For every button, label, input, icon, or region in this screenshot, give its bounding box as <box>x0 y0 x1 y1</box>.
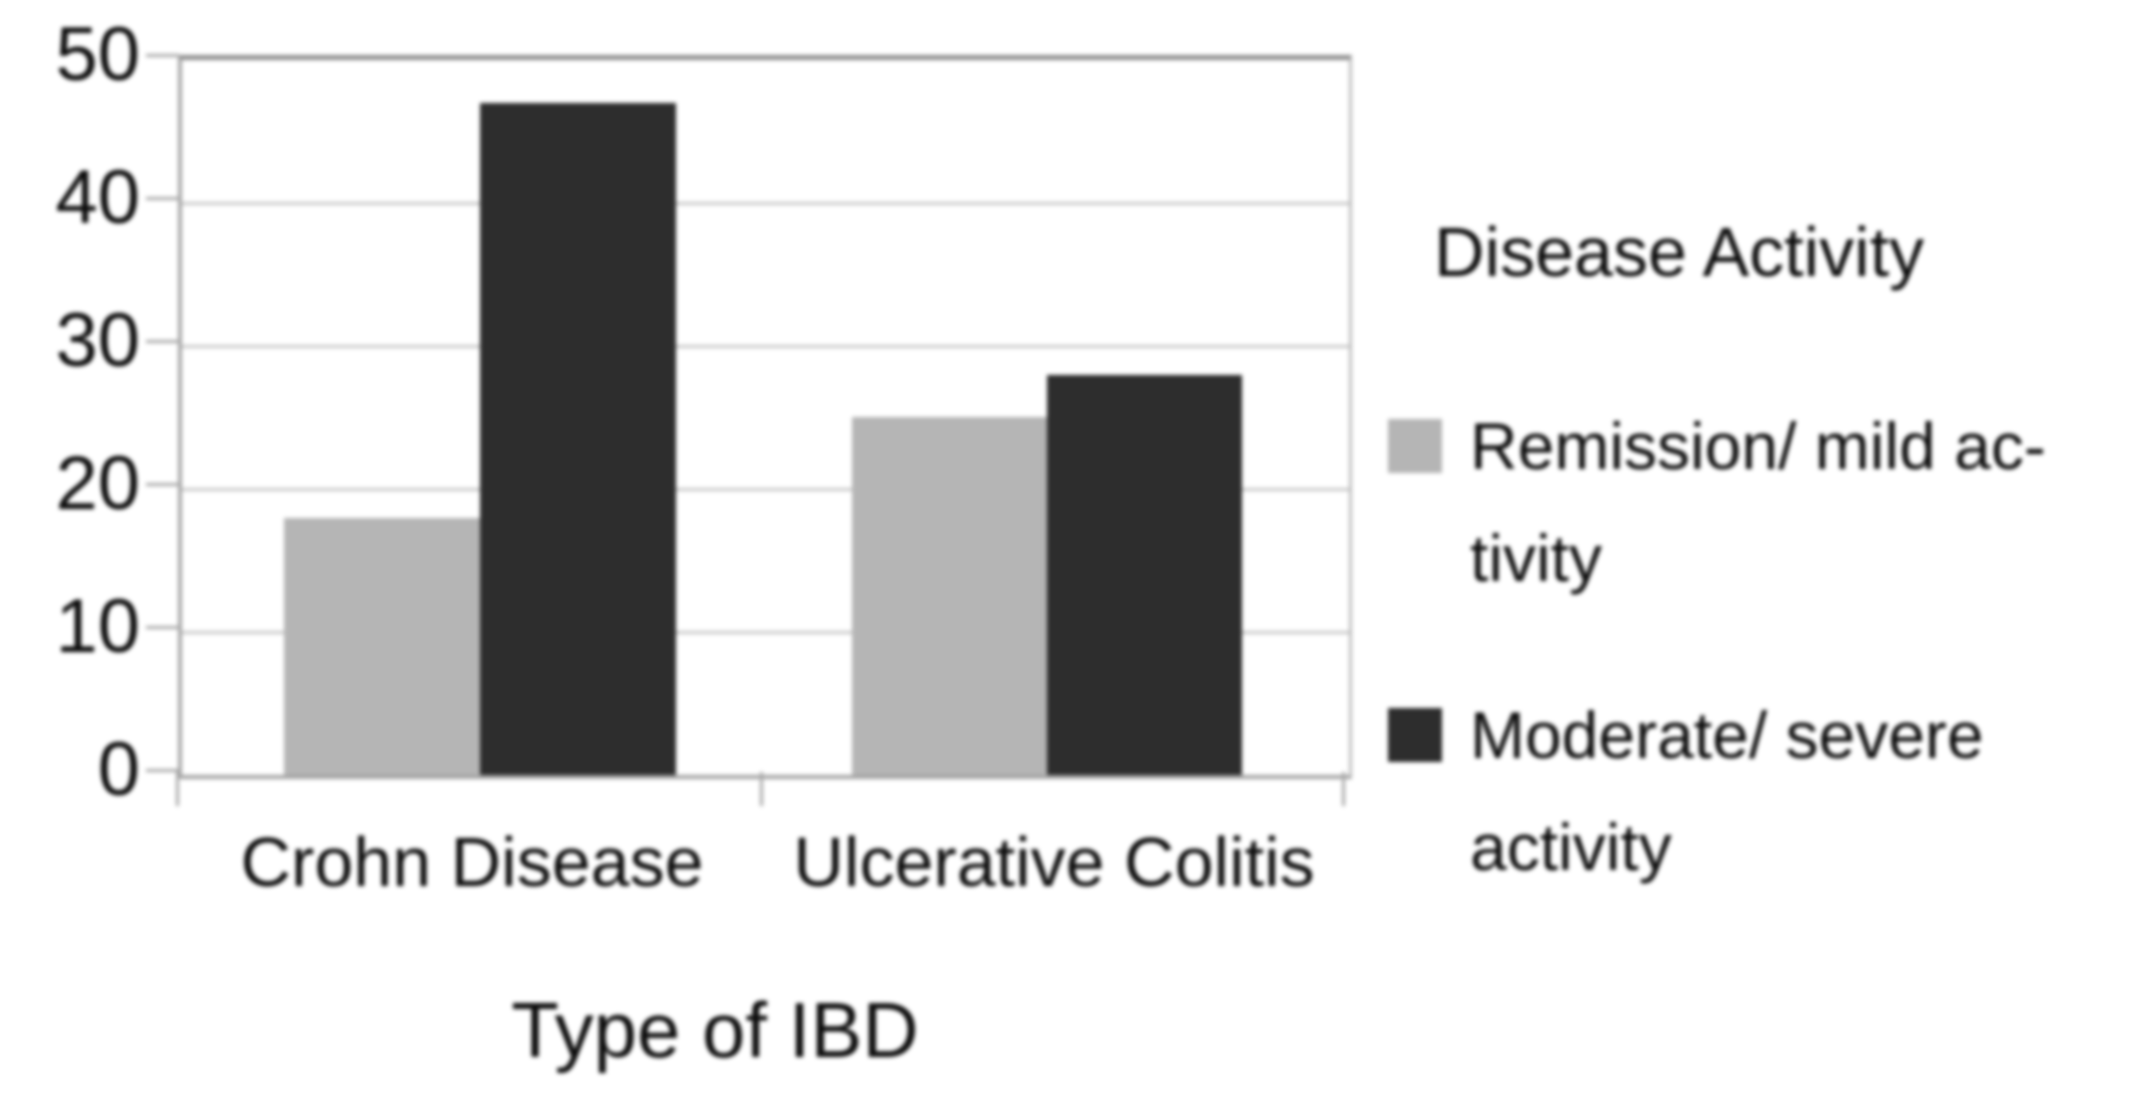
x-category-label-ulcerative-colitis: Ulcerative Colitis <box>793 823 1315 901</box>
legend-label-moderate-line1: Moderate/ severe <box>1470 698 1984 772</box>
y-tick-label-20: 20 <box>55 441 140 526</box>
y-tick-label-50: 50 <box>55 12 140 97</box>
legend-label-moderate-line2: activity <box>1470 810 1672 884</box>
plot-area <box>178 55 1352 779</box>
gridline-20 <box>182 488 1349 491</box>
gridline-30 <box>182 345 1349 348</box>
x-tick-left <box>176 772 179 806</box>
legend-entry-moderate: Moderate/ severe activity <box>1388 679 1984 903</box>
y-tick-mark-30 <box>146 340 179 343</box>
gridline-10 <box>182 631 1349 634</box>
legend-label-remission: Remission/ mild ac- tivity <box>1470 390 2046 614</box>
legend-swatch-moderate <box>1388 708 1442 762</box>
legend-title: Disease Activity <box>1434 213 1925 291</box>
y-tick-label-10: 10 <box>55 584 140 669</box>
y-tick-mark-0 <box>146 769 179 772</box>
legend-label-moderate: Moderate/ severe activity <box>1470 679 1984 903</box>
y-tick-mark-40 <box>146 197 179 200</box>
y-tick-label-0: 0 <box>97 727 140 812</box>
legend-label-remission-line1: Remission/ mild ac- <box>1470 409 2046 483</box>
bar-crohn-disease-remission-mild <box>284 518 480 775</box>
bar-crohn-disease-moderate-severe <box>480 103 676 775</box>
legend-entry-remission: Remission/ mild ac- tivity <box>1388 390 2046 614</box>
legend-swatch-remission <box>1388 419 1442 473</box>
y-tick-label-30: 30 <box>55 298 140 383</box>
x-axis-title: Type of IBD <box>511 986 919 1074</box>
bar-ulcerative-colitis-moderate-severe <box>1047 375 1242 775</box>
y-tick-mark-20 <box>146 483 179 486</box>
bar-ulcerative-colitis-remission-mild <box>852 417 1047 775</box>
y-tick-mark-10 <box>146 626 179 629</box>
y-tick-mark-50 <box>146 54 179 57</box>
x-tick-middle <box>760 772 763 806</box>
x-category-label-crohn-disease: Crohn Disease <box>240 823 704 901</box>
x-tick-right <box>1342 772 1345 806</box>
legend-label-remission-line2: tivity <box>1470 521 1602 595</box>
y-tick-label-40: 40 <box>55 155 140 240</box>
gridline-40 <box>182 202 1349 205</box>
